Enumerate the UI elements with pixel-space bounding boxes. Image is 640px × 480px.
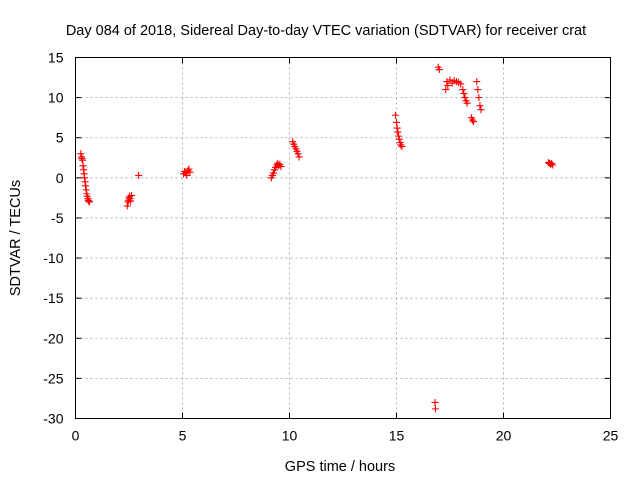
data-point — [393, 124, 401, 132]
data-point — [269, 169, 277, 177]
y-tick-label: 0 — [56, 170, 64, 186]
data-point-layer — [77, 63, 557, 413]
data-point — [393, 118, 400, 126]
data-point — [181, 167, 189, 175]
data-point — [295, 153, 303, 161]
x-tick-label: 25 — [603, 428, 619, 444]
data-point — [459, 86, 467, 94]
data-point — [79, 162, 87, 170]
data-point — [185, 165, 193, 173]
data-point — [460, 90, 468, 98]
data-point — [397, 141, 405, 149]
x-tick-label: 10 — [282, 428, 298, 444]
y-tick-label: -25 — [43, 370, 63, 386]
data-point — [476, 102, 484, 110]
x-tick-label: 20 — [496, 428, 512, 444]
data-point — [548, 159, 556, 167]
data-point — [395, 132, 403, 140]
data-point — [82, 182, 90, 190]
data-point — [128, 191, 136, 199]
data-point — [85, 198, 93, 206]
y-tick-label: -10 — [43, 250, 63, 266]
grid-layer — [75, 57, 611, 419]
data-point — [78, 155, 86, 163]
data-point — [127, 197, 135, 205]
data-point — [431, 405, 439, 413]
data-point — [395, 135, 403, 143]
data-point — [443, 78, 451, 86]
y-tick-label: -5 — [51, 210, 64, 226]
tick-layer — [75, 57, 611, 419]
data-point — [431, 398, 439, 406]
data-point — [394, 128, 402, 136]
y-axis-label: SDTVAR / TECUs — [8, 180, 24, 296]
data-point — [444, 82, 452, 90]
y-tick-label: 10 — [48, 90, 64, 106]
tick-label-layer: 0 5 10 15 20 25 15 10 5 0 -5 -10 -15 -20 -25 -30 — [43, 50, 618, 444]
data-point — [183, 171, 191, 179]
data-point — [457, 80, 465, 88]
data-point — [549, 161, 557, 169]
data-point — [277, 163, 285, 171]
x-tick-label: 15 — [389, 428, 405, 444]
y-tick-label: -15 — [43, 290, 63, 306]
plot-frame — [75, 57, 611, 419]
data-point — [123, 202, 131, 210]
data-point — [85, 197, 93, 205]
data-point — [80, 174, 88, 182]
y-tick-label: -20 — [43, 330, 63, 346]
data-point — [461, 94, 469, 102]
y-tick-label: 5 — [56, 130, 64, 146]
data-point — [463, 99, 471, 107]
y-tick-label: -30 — [43, 411, 63, 427]
data-point — [77, 150, 85, 158]
x-axis-label: GPS time / hours — [285, 459, 395, 475]
data-point — [398, 143, 406, 151]
data-point — [477, 106, 485, 114]
data-point — [468, 116, 476, 124]
y-tick-label: 15 — [48, 50, 64, 66]
data-point — [294, 150, 302, 158]
x-tick-label: 0 — [72, 428, 80, 444]
data-point — [135, 171, 143, 179]
data-point — [473, 78, 481, 86]
chart-title: Day 084 of 2018, Sidereal Day-to-day VTE… — [66, 23, 586, 39]
data-point — [391, 111, 399, 119]
data-point — [186, 168, 194, 176]
data-point — [470, 118, 478, 126]
data-point — [435, 66, 443, 74]
x-tick-label: 5 — [179, 428, 187, 444]
data-point — [442, 86, 450, 94]
data-point — [475, 94, 483, 102]
data-point — [474, 86, 482, 94]
